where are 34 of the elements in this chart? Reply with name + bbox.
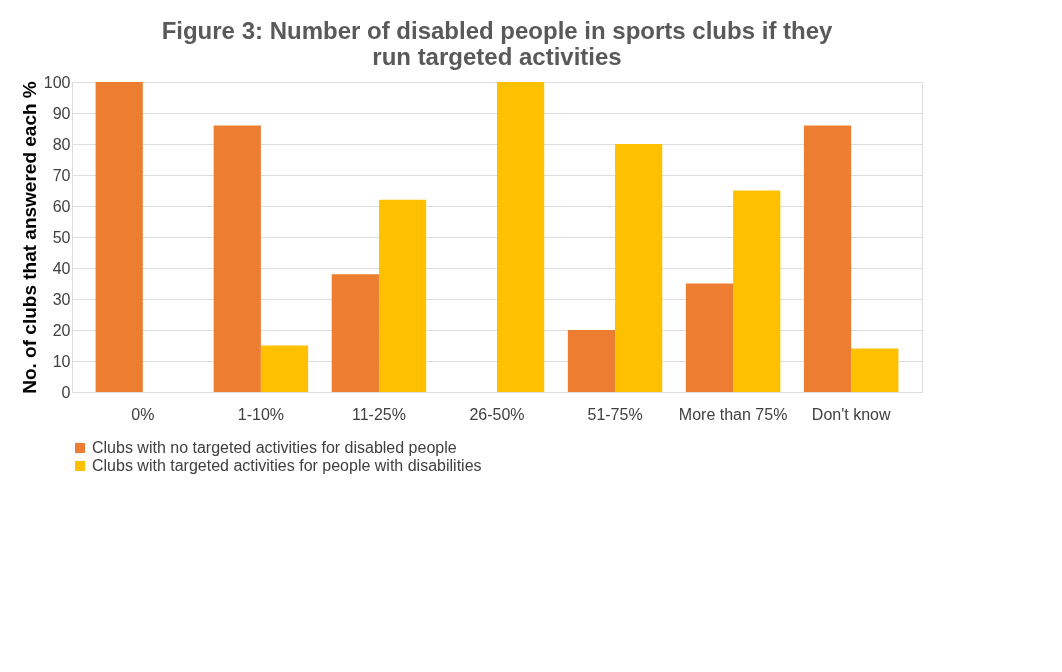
y-tick-label: 90 bbox=[52, 104, 71, 122]
y-tick-label: 10 bbox=[52, 352, 71, 370]
y-tick-label: 60 bbox=[52, 197, 71, 215]
y-tick-label: 0 bbox=[61, 383, 71, 401]
y-tick-label: 100 bbox=[43, 73, 71, 91]
chart-title: Figure 3: Number of disabled people in sports clubs if they run targeted activities bbox=[161, 17, 834, 70]
bar bbox=[331, 274, 379, 392]
bar bbox=[260, 345, 309, 392]
x-tick-label: 26-50% bbox=[469, 405, 525, 423]
bar bbox=[851, 348, 899, 392]
x-tick-label: 0% bbox=[131, 405, 155, 423]
bar bbox=[213, 125, 261, 392]
bar bbox=[615, 144, 663, 392]
x-tick-label: More than 75% bbox=[678, 405, 788, 423]
bar bbox=[733, 190, 781, 392]
x-tick-label: 1-10% bbox=[237, 405, 285, 423]
bar bbox=[567, 330, 616, 392]
y-axis-title: No. of clubs that answered each % bbox=[18, 81, 40, 394]
y-tick-label: 20 bbox=[52, 321, 71, 339]
x-tick-label: 51-75% bbox=[587, 405, 643, 423]
bar bbox=[497, 82, 545, 392]
bar bbox=[803, 125, 852, 392]
y-tick-label: 80 bbox=[52, 135, 71, 153]
x-tick-label: Don't know bbox=[811, 405, 891, 423]
bar bbox=[685, 283, 734, 392]
y-tick-label: 40 bbox=[52, 259, 71, 277]
y-tick-label: 30 bbox=[52, 290, 71, 308]
y-tick-label: 50 bbox=[52, 228, 71, 246]
legend-label: Clubs with no targeted activities for disabled people bbox=[92, 439, 457, 456]
legend-label: Clubs with targeted activities for people with disabilities bbox=[92, 457, 482, 474]
bar bbox=[95, 82, 143, 392]
y-tick-label: 70 bbox=[52, 166, 71, 184]
x-tick-label: 11-25% bbox=[351, 405, 406, 423]
bar bbox=[378, 199, 427, 392]
